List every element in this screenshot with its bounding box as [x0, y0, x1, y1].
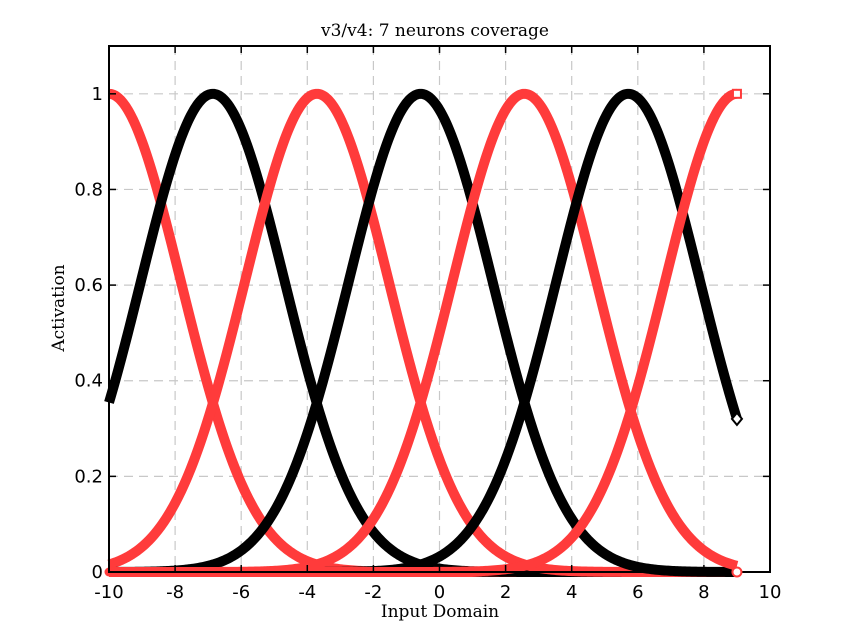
tick-layer: -10 -8 -6 -4 -2 0 2 4 6 8 10 0 0.2 0.4 0.6 0.8 1: [74, 46, 781, 603]
x-tick-label: 4: [566, 582, 577, 603]
y-tick-label: 0.6: [74, 275, 103, 296]
x-tick-label: -10: [94, 582, 123, 603]
x-tick-label: 0: [434, 582, 445, 603]
y-tick-label: 0.4: [74, 371, 103, 392]
x-axis-label: Input Domain: [381, 602, 499, 622]
x-tick-label: 10: [759, 582, 782, 603]
marker-layer: [730, 88, 744, 578]
y-tick-label: 0.2: [74, 466, 103, 487]
series-end-marker-square: [731, 88, 742, 99]
x-tick-label: -4: [298, 582, 316, 603]
series-end-marker-circle: [731, 566, 743, 578]
x-tick-label: -8: [166, 582, 184, 603]
y-tick-label: 0.8: [74, 179, 103, 200]
y-tick-label: 0: [92, 562, 103, 583]
y-axis-label: Activation: [49, 264, 69, 352]
series-end-marker-diamond: [730, 411, 744, 427]
x-tick-label: -2: [364, 582, 382, 603]
x-tick-label: 6: [632, 582, 643, 603]
x-tick-label: 2: [500, 582, 511, 603]
chart-title: v3/v4: 7 neurons coverage: [320, 21, 549, 41]
y-tick-label: 1: [92, 84, 103, 105]
x-tick-label: 8: [698, 582, 709, 603]
series-line-4: [105, 88, 741, 577]
x-tick-label: -6: [232, 582, 250, 603]
